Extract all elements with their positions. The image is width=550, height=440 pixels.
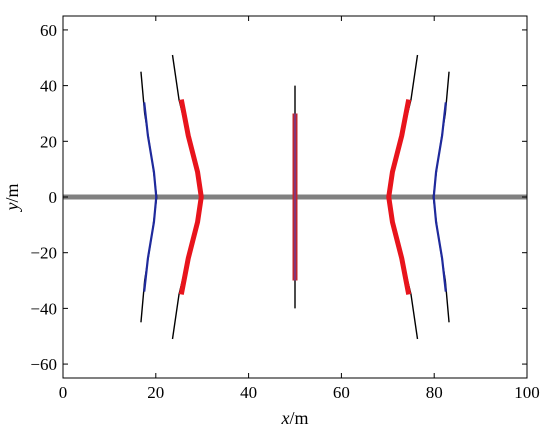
y-tick-label: 20: [40, 132, 57, 151]
tick-label-layer: 0 20 40 60 80 100 −60 −40 −20 0 20 40 60: [30, 21, 539, 402]
x-axis-label-var: x: [280, 408, 289, 428]
y-axis-label-unit: /m: [2, 183, 22, 202]
y-axis-label: y/m: [2, 183, 22, 212]
y-tick-label: −40: [30, 299, 57, 318]
y-tick-label: 0: [49, 188, 58, 207]
tick-layer: [62, 16, 528, 378]
x-axis-label-unit: /m: [289, 408, 308, 428]
x-tick-label: 100: [514, 383, 540, 402]
series-line-11: [386, 99, 412, 295]
y-axis-label-var: y: [2, 203, 22, 213]
y-tick-label: −60: [30, 355, 57, 374]
x-tick-label: 80: [426, 383, 443, 402]
y-tick-label: 40: [40, 77, 57, 96]
x-tick-label: 0: [59, 383, 68, 402]
x-axis-label: x/m: [280, 408, 308, 428]
y-tick-label: −20: [30, 244, 57, 263]
series-line-5: [143, 102, 158, 292]
y-tick-label: 60: [40, 21, 57, 40]
x-tick-label: 20: [147, 383, 164, 402]
series-line-9: [432, 102, 447, 292]
x-tick-label: 40: [240, 383, 257, 402]
series-layer: [63, 54, 527, 340]
series-line-7: [178, 99, 204, 295]
x-tick-label: 60: [333, 383, 350, 402]
plot-frame: [62, 15, 528, 379]
